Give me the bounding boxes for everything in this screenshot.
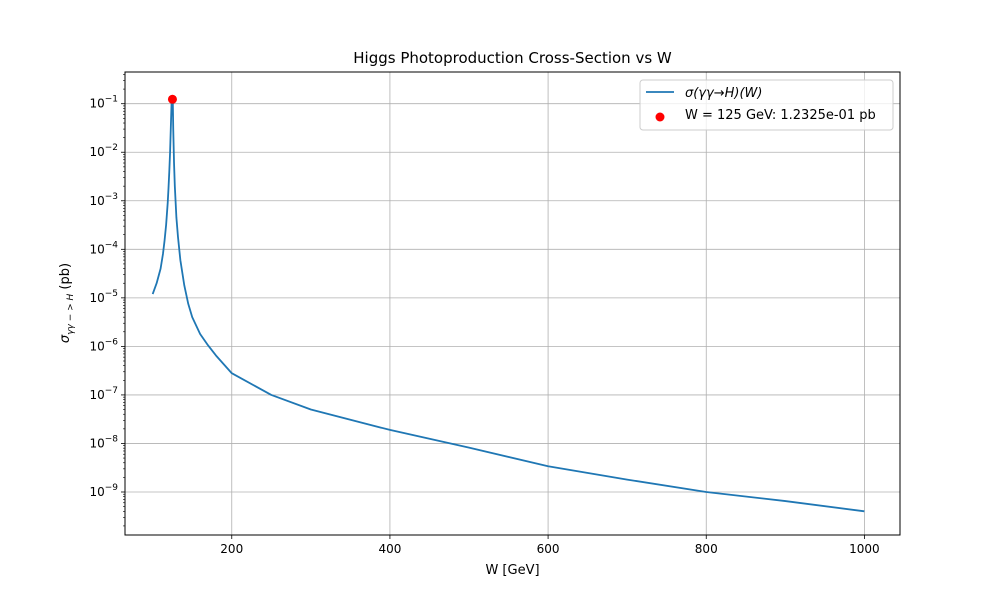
x-tick-label: 200 <box>220 542 243 556</box>
y-tick-label: 10−3 <box>89 192 118 208</box>
y-tick-mantissa: 10 <box>89 291 104 305</box>
legend-label-curve: σ(γγ→H)(W) <box>685 86 762 101</box>
legend-point-swatch <box>655 112 665 122</box>
legend-box <box>639 79 894 131</box>
y-tick-mantissa: 10 <box>89 485 104 499</box>
y-tick-exponent: −4 <box>105 240 119 250</box>
x-tick-label: 600 <box>537 542 560 556</box>
plot-frame <box>124 71 901 536</box>
y-axis-label: σγγ − > H (pb) <box>58 263 76 343</box>
y-tick-mantissa: 10 <box>89 339 104 353</box>
y-tick-mantissa: 10 <box>89 97 104 111</box>
x-tick-label: 800 <box>695 542 718 556</box>
y-tick-label: 10−2 <box>89 143 118 159</box>
y-tick-exponent: −5 <box>105 289 118 299</box>
y-axis-label-unit: (pb) <box>58 263 73 294</box>
y-tick-label: 10−7 <box>89 386 118 402</box>
y-tick-mantissa: 10 <box>89 145 104 159</box>
chart-title: Higgs Photoproduction Cross-Section vs W <box>353 49 672 67</box>
y-tick-label: 10−6 <box>89 337 118 353</box>
y-axis-ticks: 10−910−810−710−610−510−410−310−210−1 <box>89 74 125 527</box>
y-tick-exponent: −2 <box>105 143 118 153</box>
series-layer <box>151 94 865 513</box>
y-tick-exponent: −6 <box>105 337 119 347</box>
x-tick-label: 1000 <box>849 542 880 556</box>
y-tick-label: 10−5 <box>89 289 118 305</box>
y-tick-mantissa: 10 <box>89 436 104 450</box>
series-line-cross-section <box>151 98 865 513</box>
y-tick-label: 10−1 <box>89 95 118 111</box>
legend: σ(γγ→H)(W) W = 125 GeV: 1.2325e-01 pb <box>639 79 894 131</box>
y-tick-mantissa: 10 <box>89 388 104 402</box>
y-tick-label: 10−9 <box>89 483 118 499</box>
x-axis-ticks: 200 400 600 800 1000 <box>220 535 880 556</box>
y-tick-exponent: −1 <box>105 95 118 105</box>
y-axis-label-sigma: σ <box>58 334 73 343</box>
y-tick-label: 10−8 <box>89 434 118 450</box>
y-tick-exponent: −3 <box>105 192 118 202</box>
legend-label-point: W = 125 GeV: 1.2325e-01 pb <box>685 108 876 123</box>
y-tick-label: 10−4 <box>89 240 118 256</box>
grid <box>125 72 900 535</box>
y-tick-mantissa: 10 <box>89 194 104 208</box>
x-axis-label: W [GeV] <box>485 563 539 578</box>
y-tick-exponent: −9 <box>105 483 119 493</box>
y-tick-exponent: −8 <box>105 434 119 444</box>
x-tick-label: 400 <box>378 542 401 556</box>
y-tick-exponent: −7 <box>105 386 118 396</box>
y-tick-mantissa: 10 <box>89 242 104 256</box>
y-axis-label-subscript: γγ − > H <box>66 293 76 334</box>
series-point-peak <box>167 94 177 104</box>
plot-area-background <box>125 72 900 535</box>
